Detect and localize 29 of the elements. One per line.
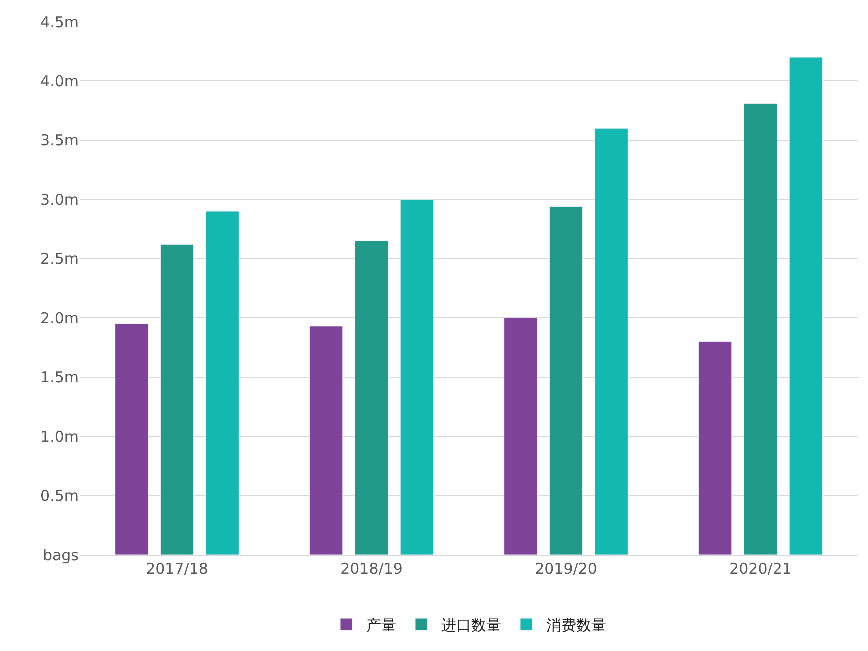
x-tick-label: 2020/21 — [730, 560, 792, 578]
bar — [160, 244, 194, 555]
y-tick-label: 0.5m — [40, 487, 79, 506]
y-tick-label: bags — [42, 546, 80, 564]
y-tick-label: 4.5m — [40, 13, 79, 32]
x-tick-label: 2018/19 — [340, 560, 403, 578]
y-tick-label: 3.5m — [40, 132, 79, 150]
legend-label: 产量 — [366, 616, 396, 634]
bar — [310, 326, 344, 555]
bar — [698, 342, 732, 555]
y-tick-label: 2.5m — [40, 250, 79, 268]
bar — [504, 318, 538, 555]
x-tick-label: 2017/18 — [146, 560, 208, 578]
bar — [115, 324, 149, 555]
bar — [354, 240, 389, 555]
y-tick-label: 3.0m — [40, 190, 79, 209]
y-tick-label: 1.5m — [40, 368, 79, 387]
legend-label: 进口数量 — [442, 616, 502, 634]
y-tick-label: 2.0m — [40, 309, 79, 328]
bar — [789, 57, 823, 555]
bar — [594, 128, 628, 555]
legend-label: 消费数量 — [546, 616, 606, 634]
bar — [206, 211, 240, 555]
x-tick-label: 2019/20 — [535, 560, 598, 578]
bar — [549, 206, 584, 555]
y-tick-label: 1.0m — [40, 428, 79, 446]
bar — [744, 103, 778, 555]
y-tick-label: 4.0m — [40, 72, 79, 90]
bar — [400, 199, 434, 555]
